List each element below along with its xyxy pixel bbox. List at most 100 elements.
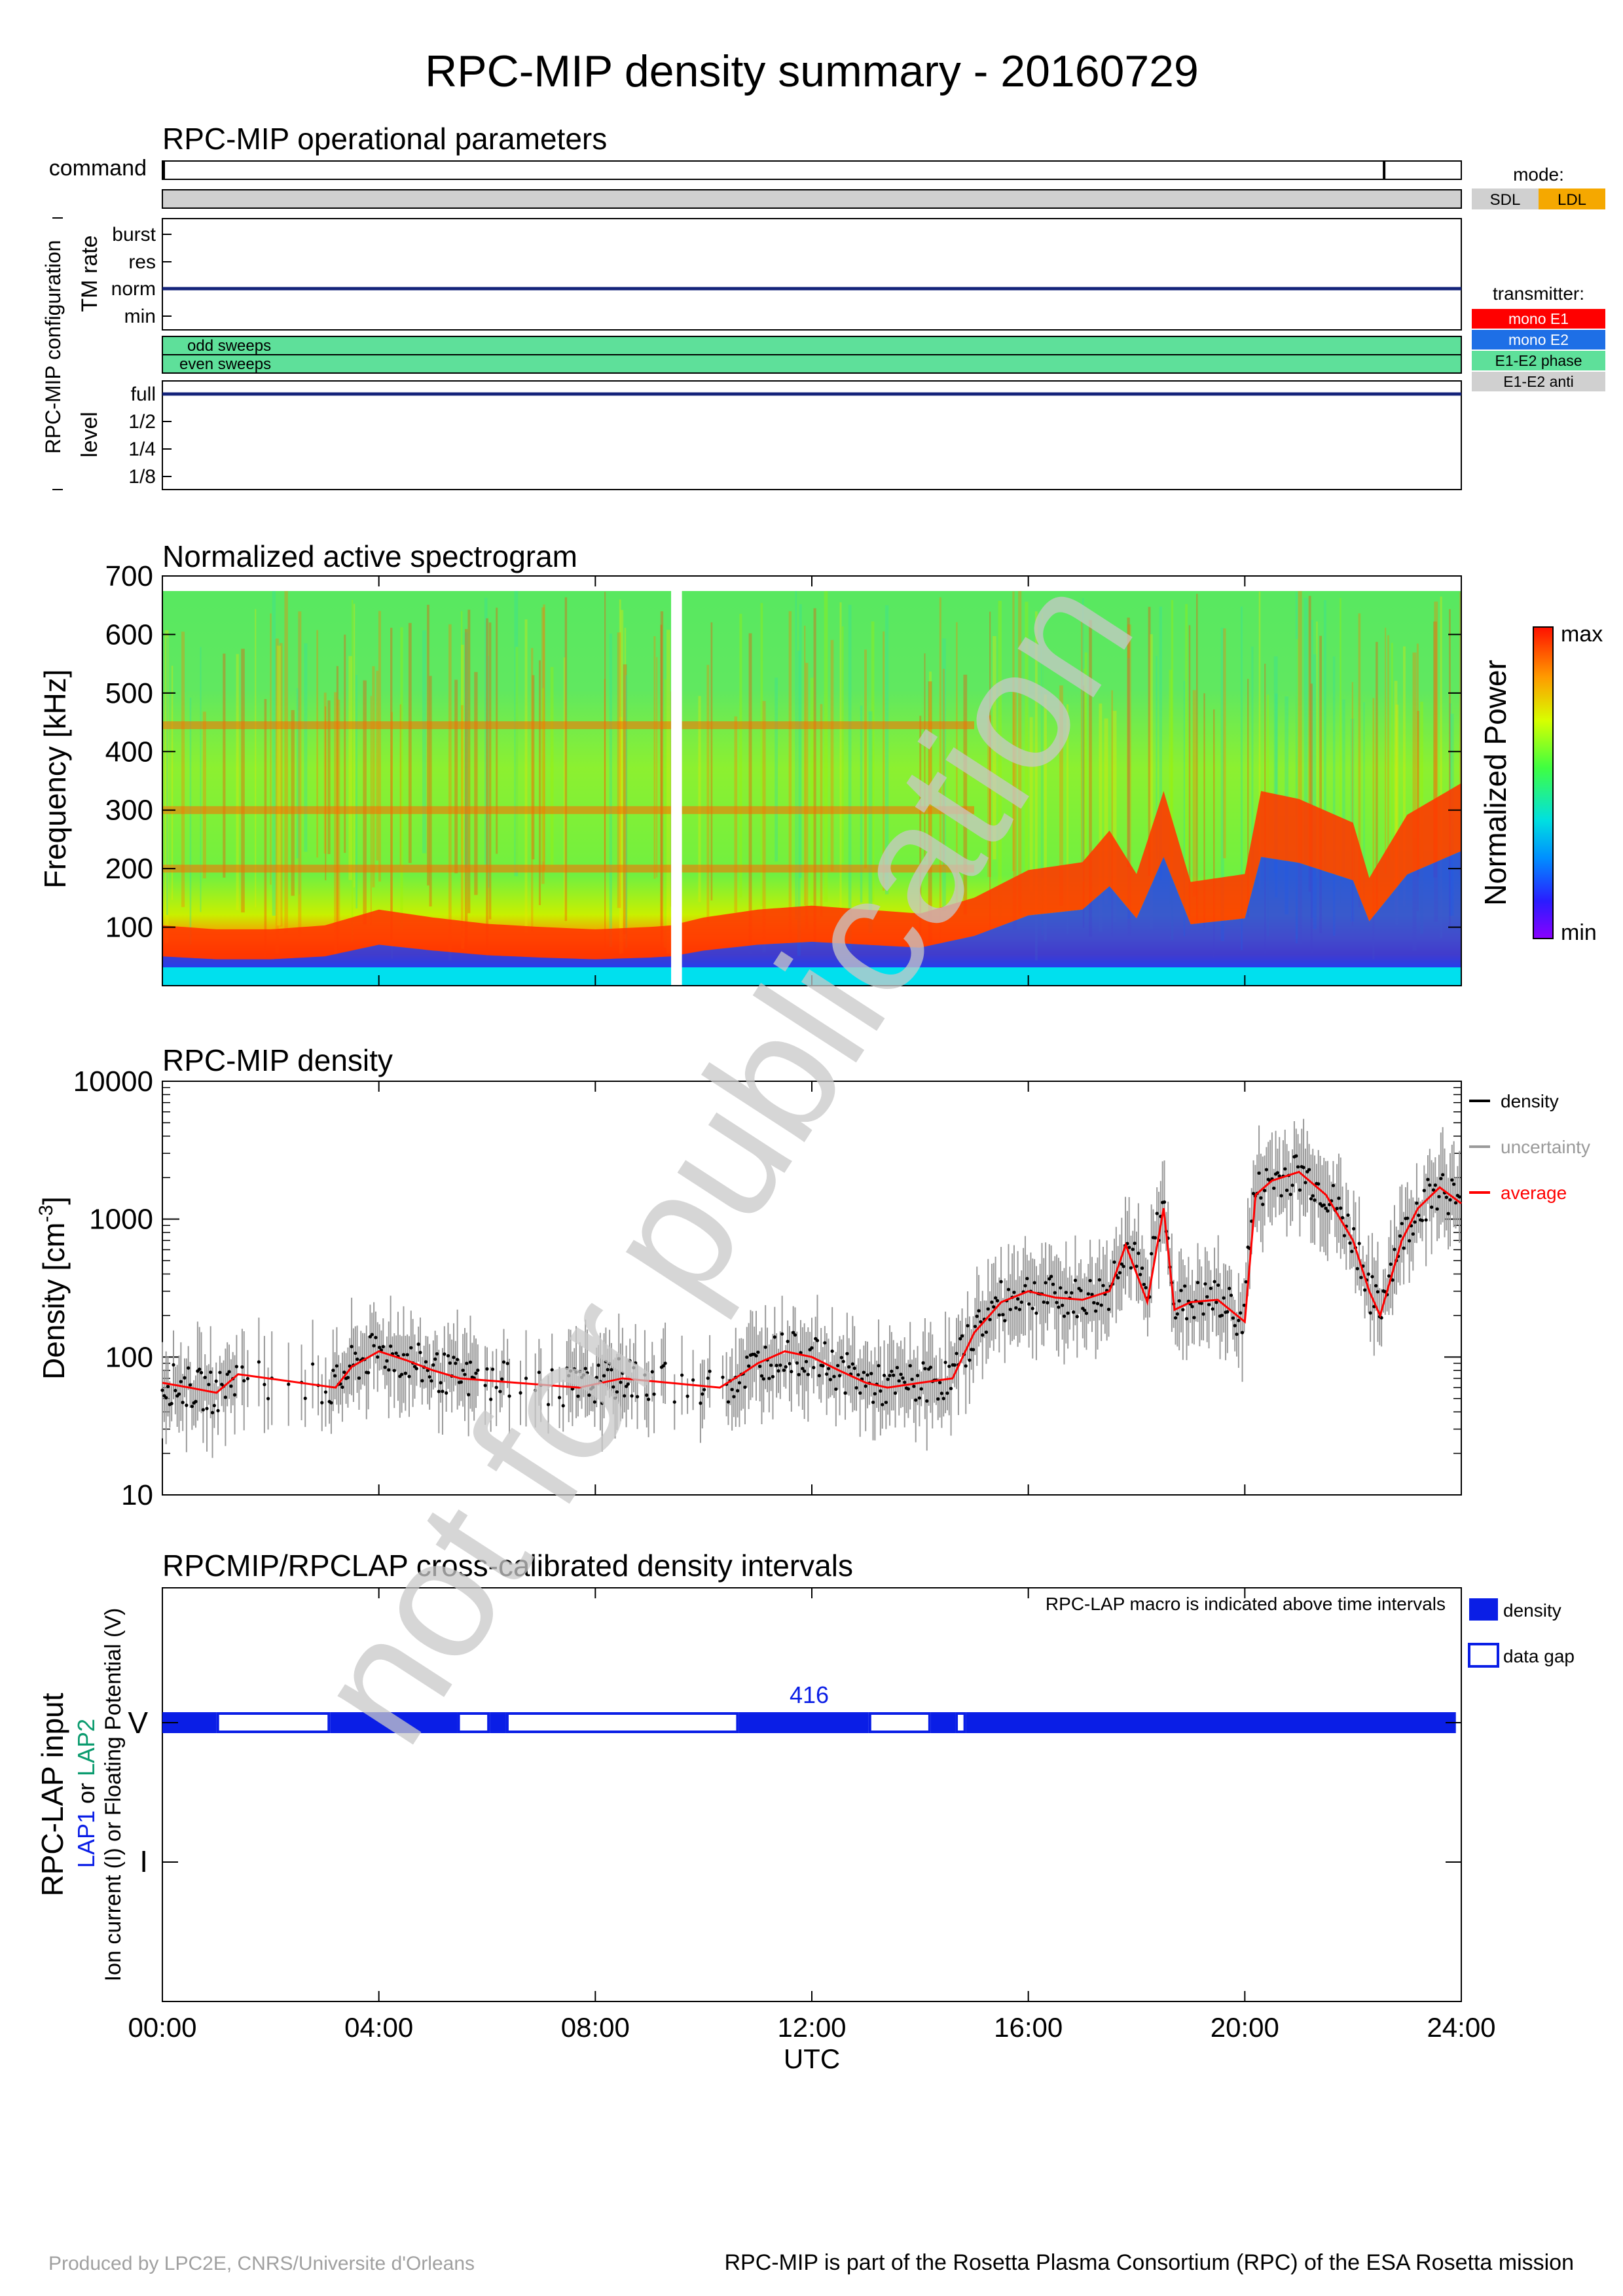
density-point bbox=[955, 1352, 958, 1355]
density-point bbox=[1264, 1168, 1268, 1172]
density-point bbox=[489, 1397, 493, 1401]
density-point bbox=[608, 1362, 611, 1366]
density-point bbox=[346, 1376, 350, 1380]
command-marks bbox=[162, 161, 1386, 179]
transmitter-legend-title: transmitter: bbox=[1493, 283, 1584, 304]
density-point bbox=[1184, 1317, 1189, 1321]
spectrogram-stripe bbox=[1394, 681, 1398, 914]
lap-density-interval bbox=[966, 1712, 1456, 1733]
spectrogram-stripe bbox=[1433, 621, 1438, 878]
spectrogram-stripe bbox=[1089, 620, 1092, 937]
lap-data-gap-interval bbox=[216, 1712, 331, 1733]
density-point bbox=[1046, 1300, 1049, 1304]
spectrogram-stripe bbox=[604, 679, 606, 871]
lap-macro-label: 416 bbox=[790, 1681, 829, 1708]
spectrogram-stripe bbox=[255, 609, 257, 908]
density-point bbox=[1402, 1246, 1406, 1250]
density-point bbox=[568, 1369, 573, 1373]
density-point bbox=[1457, 1195, 1461, 1199]
spectrogram-stripe bbox=[660, 611, 664, 940]
density-point bbox=[1092, 1300, 1096, 1304]
spectrogram-stripe bbox=[429, 675, 432, 906]
density-point bbox=[886, 1377, 890, 1381]
density-point bbox=[320, 1401, 324, 1405]
density-point bbox=[915, 1374, 920, 1378]
density-point bbox=[1283, 1167, 1287, 1171]
density-point bbox=[990, 1300, 994, 1304]
spectrogram-stripe bbox=[1150, 634, 1153, 929]
density-point bbox=[1237, 1318, 1241, 1323]
spectrogram-stripe bbox=[1304, 598, 1308, 863]
density-point bbox=[1326, 1209, 1330, 1213]
density-point bbox=[1192, 1316, 1196, 1319]
density-point bbox=[420, 1379, 424, 1383]
density-point bbox=[984, 1330, 989, 1334]
density-point bbox=[1019, 1300, 1023, 1304]
density-point bbox=[1016, 1297, 1020, 1301]
spectrogram-stripe bbox=[1067, 704, 1069, 934]
spectrogram-stripe bbox=[1372, 698, 1375, 960]
spectrogram-stripe bbox=[1083, 668, 1085, 888]
density-point bbox=[701, 1392, 704, 1396]
density-point bbox=[797, 1372, 801, 1376]
density-point bbox=[190, 1405, 194, 1408]
density-point bbox=[643, 1373, 647, 1377]
density-point bbox=[945, 1391, 949, 1395]
density-point bbox=[1064, 1291, 1068, 1295]
transmitter-legend-swatch bbox=[1472, 330, 1605, 350]
density-point bbox=[623, 1394, 627, 1398]
spectrogram-stripe bbox=[1041, 613, 1044, 935]
spectrogram-stripe bbox=[1041, 619, 1044, 878]
density-point bbox=[1059, 1286, 1063, 1290]
density-point bbox=[507, 1394, 511, 1398]
density-point bbox=[1341, 1215, 1345, 1220]
density-point bbox=[194, 1399, 198, 1403]
density-point bbox=[1030, 1306, 1034, 1310]
density-point bbox=[680, 1373, 684, 1377]
tm-level-label: res bbox=[128, 251, 156, 273]
spectrogram-stripe bbox=[1247, 679, 1249, 918]
density-ytick-label: 1000 bbox=[89, 1204, 153, 1236]
density-point bbox=[1101, 1283, 1105, 1287]
density-point bbox=[995, 1299, 1000, 1302]
lap-density-interval bbox=[930, 1712, 956, 1733]
density-point bbox=[1296, 1165, 1300, 1169]
density-point bbox=[1044, 1281, 1048, 1285]
density-point bbox=[756, 1350, 760, 1354]
spectrogram-stripe bbox=[883, 631, 885, 891]
density-point bbox=[216, 1408, 220, 1412]
density-point bbox=[1406, 1216, 1410, 1220]
spectrogram-stripe bbox=[1434, 601, 1438, 922]
density-point bbox=[1294, 1154, 1298, 1158]
density-point bbox=[1290, 1183, 1294, 1187]
colorbar bbox=[1533, 626, 1554, 939]
spectrogram-stripe bbox=[1316, 621, 1318, 878]
spectrogram-stripe bbox=[656, 656, 658, 878]
spectrogram-stripe bbox=[181, 632, 185, 907]
density-point bbox=[773, 1335, 776, 1339]
spectrogram-stripe bbox=[272, 590, 276, 916]
density-point bbox=[414, 1367, 418, 1371]
spectrogram-stripe bbox=[942, 638, 946, 911]
density-point bbox=[383, 1365, 387, 1369]
density-point bbox=[1304, 1181, 1307, 1185]
density-point bbox=[524, 1376, 528, 1380]
density-point bbox=[602, 1374, 606, 1378]
density-point bbox=[706, 1376, 710, 1380]
density-point bbox=[435, 1352, 439, 1356]
density-point bbox=[372, 1344, 376, 1348]
spectrogram-stripe bbox=[1099, 703, 1103, 932]
density-point bbox=[370, 1333, 374, 1336]
transmitter-legend-swatch bbox=[1472, 351, 1605, 370]
spectrogram-stripe bbox=[1308, 596, 1311, 892]
spectrogram-stripe bbox=[813, 608, 816, 952]
spectrogram-stripe bbox=[1159, 606, 1162, 880]
density-point bbox=[1251, 1191, 1256, 1196]
density-point bbox=[579, 1375, 584, 1380]
density-point bbox=[897, 1379, 901, 1383]
spectrogram-stripe bbox=[316, 630, 319, 858]
density-point bbox=[1350, 1249, 1354, 1253]
density-point bbox=[919, 1387, 923, 1391]
colorbar-label: Normalized Power bbox=[1478, 660, 1512, 906]
density-point bbox=[1088, 1278, 1092, 1283]
